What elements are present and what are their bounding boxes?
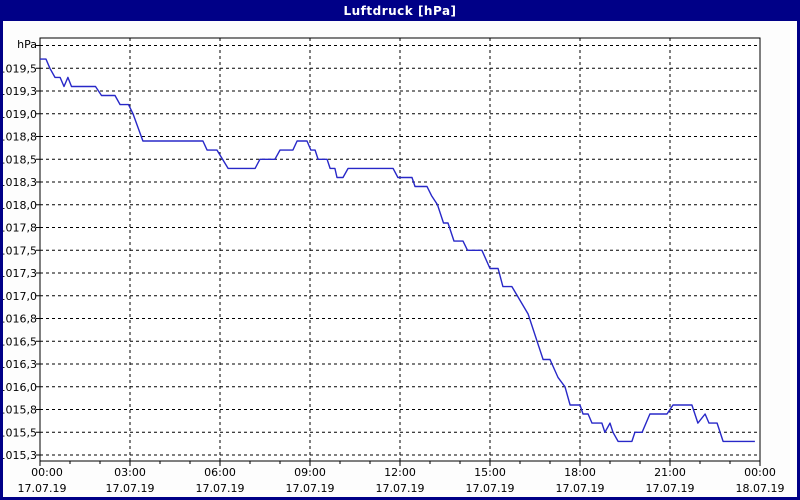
x-axis-date-label: 17.07.19: [106, 482, 155, 495]
x-axis-time-label: 00:00: [31, 466, 63, 479]
x-axis-time-label: 06:00: [204, 466, 236, 479]
y-axis-label: 1017,5: [0, 244, 37, 257]
pressure-line: [40, 58, 755, 443]
x-axis-time-label: 21:00: [654, 466, 686, 479]
y-axis-label: 1019,5: [0, 62, 37, 75]
x-axis-date-label: 17.07.19: [466, 482, 515, 495]
x-axis-time-label: 18:00: [564, 466, 596, 479]
x-axis-date-label: 17.07.19: [646, 482, 695, 495]
y-axis-label: 1018,3: [0, 176, 37, 189]
y-axis-label: 1019,0: [0, 108, 37, 121]
y-axis-label: 1018,8: [0, 131, 37, 144]
plot-frame: [39, 37, 761, 462]
x-axis-date-label: 17.07.19: [286, 482, 335, 495]
y-axis-label: 1016,3: [0, 358, 37, 371]
y-axis-label: 1016,5: [0, 335, 37, 348]
y-axis-label: 1017,3: [0, 267, 37, 280]
y-axis-label: 1015,8: [0, 404, 37, 417]
x-axis-time-label: 15:00: [474, 466, 506, 479]
y-axis-label: 1015,5: [0, 426, 37, 439]
y-axis-label: 1015,3: [0, 449, 37, 462]
title-bar: Luftdruck [hPa]: [3, 0, 797, 21]
x-axis-time-label: 12:00: [384, 466, 416, 479]
y-axis-label: 1017,8: [0, 222, 37, 235]
x-axis-date-label: 17.07.19: [556, 482, 605, 495]
y-axis-label: 1016,8: [0, 313, 37, 326]
y-axis-label: 1019,3: [0, 85, 37, 98]
window-title: Luftdruck [hPa]: [343, 3, 457, 18]
y-axis-unit-label: hPa: [17, 38, 37, 51]
x-axis-time-label: 09:00: [294, 466, 326, 479]
y-axis-label: 1018,5: [0, 153, 37, 166]
y-axis-label: 1016,0: [0, 381, 37, 394]
y-axis-label: 1018,0: [0, 199, 37, 212]
x-axis-date-label: 17.07.19: [376, 482, 425, 495]
x-axis-date-label: 18.07.19: [736, 482, 785, 495]
x-axis-date-label: 17.07.19: [196, 482, 245, 495]
x-axis-date-label: 17.07.19: [18, 482, 67, 495]
y-axis-label: 1017,0: [0, 290, 37, 303]
x-axis-time-label: 00:00: [744, 466, 776, 479]
x-axis-time-label: 03:00: [114, 466, 146, 479]
